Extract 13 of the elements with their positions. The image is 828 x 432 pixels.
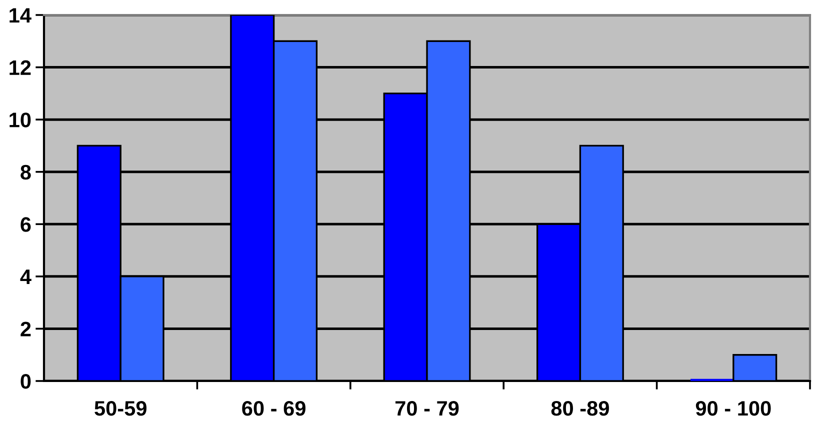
y-tick-label: 0: [20, 374, 31, 389]
y-tick-label: 6: [20, 217, 31, 232]
x-tick-label: 50-59: [94, 400, 146, 416]
y-tick-label: 12: [10, 60, 31, 75]
x-tick-label: 60 - 69: [242, 400, 306, 416]
y-tick-label: 8: [20, 164, 31, 180]
y-tick-label: 10: [10, 112, 31, 128]
y-tick-label: 14: [10, 8, 32, 23]
y-tick-label: 2: [20, 322, 31, 336]
x-tick-label: 90 - 100: [696, 400, 771, 416]
x-tick-label: 80 -89: [551, 400, 609, 416]
y-tick-label: 4: [20, 270, 32, 284]
x-tick-label: 70 - 79: [395, 400, 459, 416]
